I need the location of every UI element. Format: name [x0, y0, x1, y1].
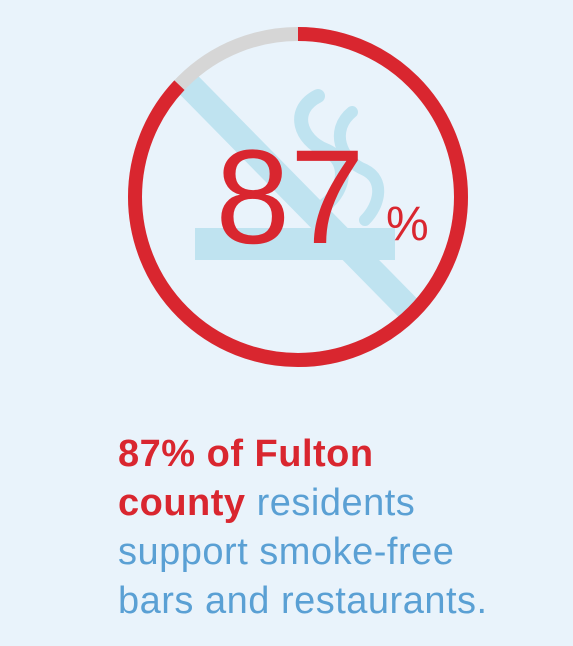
headline-regular-part-3: bars and restaurants. — [118, 580, 488, 622]
percent-number: 87 — [215, 123, 364, 272]
smoke-icon — [294, 89, 349, 212]
prohibition-slash-icon — [170, 66, 422, 322]
percentage-gauge: 87 % — [128, 27, 468, 367]
gauge-progress-arc — [128, 27, 468, 367]
headline-bold-part-2: county — [118, 482, 246, 524]
no-smoking-icon — [170, 66, 422, 322]
smoke-icon — [333, 106, 385, 226]
percent-sign: % — [386, 198, 429, 251]
headline-regular-part-1: residents — [245, 482, 416, 524]
stat-description: 87% of Fulton county residents support s… — [118, 430, 558, 626]
headline-regular-part-2: support smoke-free — [118, 531, 455, 573]
headline-bold-part-1: 87% of Fulton — [118, 433, 374, 475]
